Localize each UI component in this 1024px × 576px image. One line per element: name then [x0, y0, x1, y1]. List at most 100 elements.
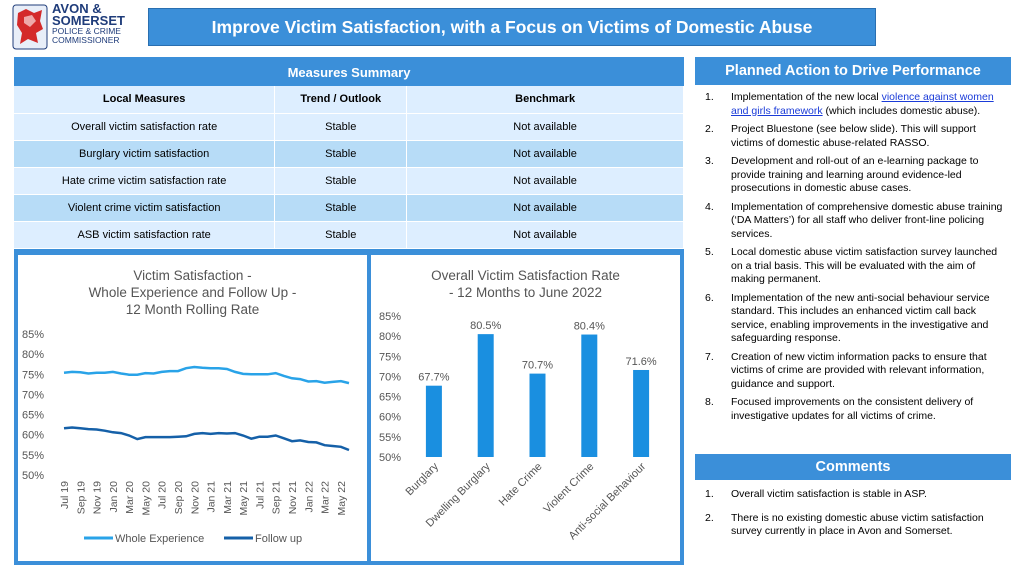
- line-chart-title-line: Whole Experience and Follow Up -: [88, 285, 297, 300]
- data-label: 71.6%: [625, 356, 656, 368]
- list-number: 4.: [705, 200, 714, 213]
- action-text-pre: Implementation of the new local: [731, 91, 882, 103]
- bar-1: [477, 334, 494, 457]
- planned-action-header: Planned Action to Drive Performance: [695, 57, 1011, 85]
- planned-action-list: 1. Implementation of the new local viole…: [700, 91, 1005, 428]
- x-tick-label: Sep 21: [271, 481, 283, 514]
- pcc-logo: AVON & SOMERSET POLICE & CRIME COMMISSIO…: [12, 1, 142, 51]
- x-tick-label: Nov 19: [92, 481, 104, 514]
- x-tick-label: Burglary: [404, 460, 442, 498]
- list-item: 4. Implementation of comprehensive domest…: [700, 201, 1005, 242]
- y-tick-label: 60%: [22, 430, 44, 442]
- list-item: 2. There is no existing domestic abuse vi…: [700, 512, 1005, 539]
- x-tick-label: May 21: [238, 481, 250, 516]
- trend-cell: Stable: [274, 113, 408, 141]
- logo-line-3: POLICE & CRIME: [52, 26, 121, 36]
- data-label: 67.7%: [418, 372, 449, 384]
- logo-line-2: SOMERSET: [52, 13, 125, 28]
- table-row: Violent crime victim satisfaction Stable…: [14, 194, 684, 222]
- y-tick-label: 85%: [379, 311, 401, 323]
- measure-cell: ASB victim satisfaction rate: [14, 221, 276, 249]
- table-row: Hate crime victim satisfaction rate Stab…: [14, 167, 684, 195]
- y-tick-label: 50%: [22, 470, 44, 482]
- bar-0: [425, 385, 442, 457]
- series-line-follow-up: [63, 426, 350, 452]
- legend-label-follow-up: Follow up: [255, 533, 302, 545]
- y-tick-label: 75%: [379, 351, 401, 363]
- x-tick-label: Jul 20: [157, 481, 169, 509]
- x-tick-label: May 20: [140, 481, 152, 516]
- bar-3: [581, 334, 598, 457]
- list-item: 1. Overall victim satisfaction is stable …: [700, 488, 1005, 502]
- measure-cell: Overall victim satisfaction rate: [14, 113, 276, 141]
- y-tick-label: 55%: [379, 432, 401, 444]
- list-item: 5. Local domestic abuse victim satisfacti…: [700, 246, 1005, 287]
- column-header-local-measures: Local Measures: [14, 86, 276, 114]
- bar-chart-title-line: - 12 Months to June 2022: [448, 285, 603, 300]
- trend-cell: Stable: [274, 167, 408, 195]
- line-chart-title-line: Victim Satisfaction -: [133, 268, 252, 283]
- logo-line-4: COMMISSIONER: [52, 35, 120, 45]
- x-tick-label: Sep 20: [173, 481, 185, 514]
- list-item: 1. Implementation of the new local viole…: [700, 91, 1005, 118]
- title-bar: Improve Victim Satisfaction, with a Focu…: [148, 8, 876, 46]
- comments-list: 1. Overall victim satisfaction is stable …: [700, 488, 1005, 549]
- y-tick-label: 85%: [22, 329, 44, 341]
- bar-4: [633, 369, 650, 457]
- action-text: Implementation of comprehensive domestic…: [731, 200, 1003, 240]
- benchmark-cell: Not available: [406, 221, 684, 249]
- x-tick-label: Jan 21: [206, 481, 218, 513]
- y-tick-label: 65%: [379, 392, 401, 404]
- series-line-whole-experience: [63, 365, 350, 385]
- x-tick-label: Hate Crime: [497, 461, 545, 509]
- benchmark-cell: Not available: [406, 140, 684, 168]
- line-chart-title-line: 12 Month Rolling Rate: [125, 302, 260, 317]
- x-tick-label: Mar 22: [320, 481, 332, 514]
- data-label: 80.4%: [574, 321, 605, 333]
- x-tick-label: Nov 21: [287, 481, 299, 514]
- logo-line-1: AVON &: [52, 1, 102, 16]
- y-tick-label: 55%: [22, 450, 44, 462]
- x-tick-label: Nov 20: [189, 481, 201, 514]
- trend-cell: Stable: [274, 140, 408, 168]
- list-number: 6.: [705, 291, 714, 304]
- table-row: ASB victim satisfaction rate Stable Not …: [14, 221, 684, 249]
- y-tick-label: 50%: [379, 452, 401, 464]
- x-tick-label: Violent Crime: [541, 461, 596, 516]
- vawg-framework-link[interactable]: violence against women and girls framewo…: [731, 91, 994, 117]
- measure-cell: Violent crime victim satisfaction: [14, 194, 276, 222]
- action-text: Creation of new victim information packs…: [731, 350, 987, 390]
- bar-chart-panel: Overall Victim Satisfaction Rate - 12 Mo…: [371, 255, 680, 561]
- list-number: 2.: [705, 511, 714, 524]
- x-tick-label: Mar 21: [222, 481, 234, 514]
- list-number: 1.: [705, 91, 714, 103]
- y-tick-label: 70%: [22, 389, 44, 401]
- measure-cell: Burglary victim satisfaction: [14, 140, 276, 168]
- y-tick-label: 70%: [379, 371, 401, 383]
- measures-table: Local Measures Trend / Outlook Benchmark…: [14, 86, 684, 249]
- line-chart-title: Victim Satisfaction - Whole Experience a…: [18, 267, 367, 318]
- action-text: Local domestic abuse victim satisfaction…: [731, 246, 998, 285]
- list-item: 6. Implementation of the new anti-social …: [700, 292, 1005, 346]
- bar-chart-title: Overall Victim Satisfaction Rate - 12 Mo…: [371, 267, 680, 301]
- y-tick-label: 80%: [379, 331, 401, 343]
- logo-text: AVON & SOMERSET POLICE & CRIME COMMISSIO…: [52, 1, 125, 45]
- table-row: Overall victim satisfaction rate Stable …: [14, 113, 684, 141]
- bar-chart-title-line: Overall Victim Satisfaction Rate: [431, 268, 620, 283]
- comment-text: There is no existing domestic abuse vict…: [731, 511, 984, 538]
- list-number: 2.: [705, 123, 714, 135]
- list-item: 2. Project Bluestone (see below slide). T…: [700, 123, 1005, 150]
- list-item: 8. Focused improvements on the consistent…: [700, 396, 1005, 423]
- benchmark-cell: Not available: [406, 167, 684, 195]
- list-item: 7. Creation of new victim information pac…: [700, 351, 1005, 392]
- legend-label-whole-experience: Whole Experience: [115, 533, 204, 545]
- column-header-benchmark: Benchmark: [406, 86, 684, 114]
- y-tick-label: 80%: [22, 349, 44, 361]
- data-label: 80.5%: [470, 320, 501, 332]
- bar-2: [529, 373, 546, 457]
- measure-cell: Hate crime victim satisfaction rate: [14, 167, 276, 195]
- y-tick-label: 60%: [379, 412, 401, 424]
- trend-cell: Stable: [274, 221, 408, 249]
- list-item: 3. Development and roll-out of an e-learn…: [700, 155, 1005, 196]
- x-tick-label: May 22: [336, 481, 348, 516]
